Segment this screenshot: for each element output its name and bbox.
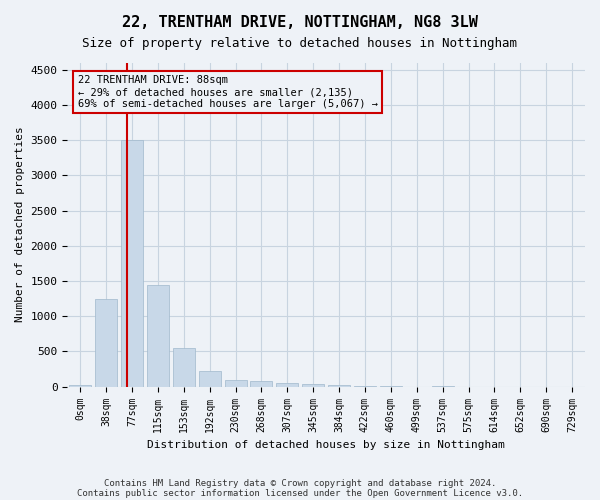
- Bar: [277, 383, 298, 386]
- Y-axis label: Number of detached properties: Number of detached properties: [15, 126, 25, 322]
- Text: 22, TRENTHAM DRIVE, NOTTINGHAM, NG8 3LW: 22, TRENTHAM DRIVE, NOTTINGHAM, NG8 3LW: [122, 15, 478, 30]
- Text: 22 TRENTHAM DRIVE: 88sqm
← 29% of detached houses are smaller (2,135)
69% of sem: 22 TRENTHAM DRIVE: 88sqm ← 29% of detach…: [77, 76, 377, 108]
- Bar: [69, 384, 91, 386]
- Bar: [147, 284, 169, 386]
- Bar: [302, 384, 324, 386]
- Bar: [250, 382, 272, 386]
- Text: Contains public sector information licensed under the Open Government Licence v3: Contains public sector information licen…: [77, 488, 523, 498]
- Bar: [95, 298, 117, 386]
- X-axis label: Distribution of detached houses by size in Nottingham: Distribution of detached houses by size …: [147, 440, 505, 450]
- Text: Size of property relative to detached houses in Nottingham: Size of property relative to detached ho…: [83, 38, 517, 51]
- Text: Contains HM Land Registry data © Crown copyright and database right 2024.: Contains HM Land Registry data © Crown c…: [104, 478, 496, 488]
- Bar: [199, 371, 221, 386]
- Bar: [121, 140, 143, 386]
- Bar: [173, 348, 195, 387]
- Bar: [224, 380, 247, 386]
